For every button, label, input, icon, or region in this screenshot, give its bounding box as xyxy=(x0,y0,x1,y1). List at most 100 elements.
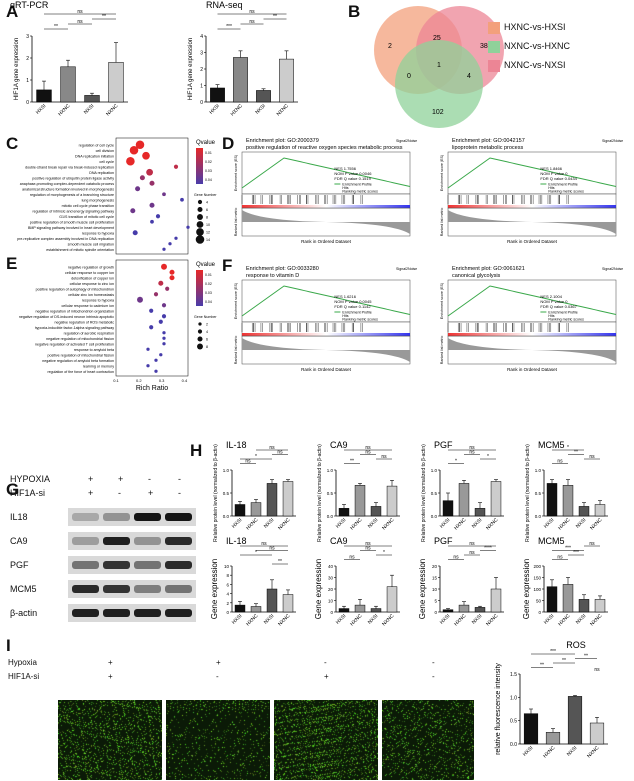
gsea-fdr: FDR Q value 0.0434 xyxy=(540,176,577,181)
gsea-subtitle: positive regulation of reactive oxygen s… xyxy=(246,145,403,151)
bar-nxsi xyxy=(266,483,278,517)
legend-hits: Hits xyxy=(548,314,554,318)
count-legend-dot xyxy=(196,228,204,236)
x-tick-label: NXNC xyxy=(485,517,500,532)
go-dot xyxy=(139,175,145,181)
x-tick-label: NXNC xyxy=(276,103,291,118)
es-frame xyxy=(447,279,617,323)
fluorescence-texture xyxy=(58,700,162,780)
condition-sign: - xyxy=(216,672,219,681)
bar-hxnc xyxy=(60,66,76,103)
bar-hxnc xyxy=(250,606,262,613)
blot-band xyxy=(134,513,161,521)
bar-nxnc xyxy=(386,586,398,613)
condition-label: HYPOXIA xyxy=(10,474,51,484)
y-axis-label: HIF1A gene expression xyxy=(188,38,194,100)
blot-band xyxy=(72,537,99,545)
count-legend-dot xyxy=(197,214,203,220)
panel-label-e: E xyxy=(6,254,18,273)
condition-sign: - xyxy=(118,488,121,498)
bar-nxnc xyxy=(490,481,502,517)
condition-sign: + xyxy=(148,488,154,498)
blot-band xyxy=(134,561,161,569)
go-term-label: regulation of the force of heart contrac… xyxy=(47,370,114,374)
sig-mark: *** xyxy=(573,550,579,556)
ranked-metric-area xyxy=(448,210,616,234)
qvalue-tick: 0.03 xyxy=(205,291,212,295)
count-legend-tick: 10 xyxy=(206,223,210,227)
microscopy-hxsi xyxy=(58,700,162,780)
y-tick-label: 0.5 xyxy=(223,491,230,496)
sig-mark: ** xyxy=(54,24,58,30)
bar-hxsi xyxy=(234,504,246,517)
y-tick-label: 0 xyxy=(330,610,333,615)
chart-title: MCM5 xyxy=(538,440,565,450)
bar-nxnc xyxy=(386,485,398,517)
ranked-metric-area xyxy=(242,338,410,362)
go-dot xyxy=(168,242,172,246)
gsea-fdr: FDR Q value 0.1142 xyxy=(334,304,371,309)
blot-band xyxy=(134,585,161,593)
y-tick-label: 10 xyxy=(432,587,438,592)
blot-band xyxy=(72,561,99,569)
x-tick-label: HXSI xyxy=(543,517,555,529)
x-tick-label: NXSI xyxy=(575,613,587,625)
gsea-title: Enrichment plot: GO:0042157 xyxy=(452,138,525,144)
panel-g-western-blot: HYPOXIA + + - - HIF1A-si + - + - IL18 CA9 PGF MCM5 β-… xyxy=(10,474,200,634)
count-legend-dot xyxy=(197,343,203,350)
go-term-label: establishment of mitotic spindle orienta… xyxy=(46,248,114,252)
x-tick-label: NXNC xyxy=(277,517,292,532)
y-tick-label: 0 xyxy=(538,610,541,615)
x-tick-label: NXNC xyxy=(381,613,396,628)
y-tick-label: 3 xyxy=(200,51,203,57)
go-dot xyxy=(129,145,139,155)
go-dot xyxy=(162,247,166,251)
legend-title: Qvalue xyxy=(196,140,216,146)
bar-hxsi xyxy=(546,483,558,517)
go-term-label: cellular response to cadmium ion xyxy=(61,304,114,308)
go-dot xyxy=(162,336,166,340)
bar-hxsi xyxy=(210,87,225,103)
blot-label: IL18 xyxy=(10,512,28,522)
x-axis-label: Rich Ratio xyxy=(136,385,168,392)
y-tick-label: 0 xyxy=(226,610,229,615)
gsea-subtitle: response to vitamin D xyxy=(246,273,299,279)
y-tick-label: 5 xyxy=(434,599,437,604)
panel-i-ros-images: Hypoxia + + - - HIF1A-si + - + - xyxy=(0,640,480,781)
bar-hxnc xyxy=(458,604,470,613)
go-term-label: hypoxia-inducible factor-1alpha signalin… xyxy=(35,326,115,330)
sig-mark: ns xyxy=(557,459,563,465)
legend-title: Qvalue xyxy=(196,262,216,268)
go-term-label: anaphase-promoting complex-dependent cat… xyxy=(20,182,114,186)
microscopy-hxnc xyxy=(166,700,270,780)
go-dot xyxy=(165,286,170,291)
sig-mark: ns xyxy=(381,454,387,460)
bar-hxnc xyxy=(233,57,248,103)
sig-mark: ns xyxy=(469,550,475,556)
sig-mark: ns xyxy=(249,9,255,15)
fluorescence-texture xyxy=(382,700,474,780)
gsea-nom: NOM P value 0 xyxy=(540,171,568,176)
bar-nxsi xyxy=(370,608,382,613)
x-tick-label: NXSI xyxy=(566,745,578,757)
y-tick-label: 0 xyxy=(200,100,203,106)
blot-band xyxy=(72,513,99,521)
count-legend-tick: 6 xyxy=(206,338,208,342)
y-tick-label: 15 xyxy=(432,576,438,581)
go-term-label: cell division xyxy=(96,149,114,153)
microscopy-nxnc xyxy=(382,700,474,780)
go-term-label: anatomical structure formation involved … xyxy=(22,187,114,191)
go-term-label: BMP signaling pathway involved in heart … xyxy=(28,226,114,230)
x-tick-label: HXNC xyxy=(453,517,468,532)
count-legend-dot xyxy=(197,199,203,205)
go-term-label: negative regulation of amyloid beta form… xyxy=(42,359,114,363)
rank-axis-label: Ranked list metric xyxy=(234,208,238,237)
legend-enrichment: Enrichment Profile xyxy=(342,183,371,187)
bar-hxsi xyxy=(338,608,350,613)
gsea-nes: NES 1.6216 xyxy=(334,294,356,299)
legend-label: HXNC-vs-HXSI xyxy=(504,22,566,32)
blot-strip xyxy=(68,508,196,526)
go-term-label: cell cycle xyxy=(99,160,114,164)
x-tick-label: 0.3 xyxy=(159,378,165,383)
chart-title: qRT-PCR xyxy=(10,0,49,10)
